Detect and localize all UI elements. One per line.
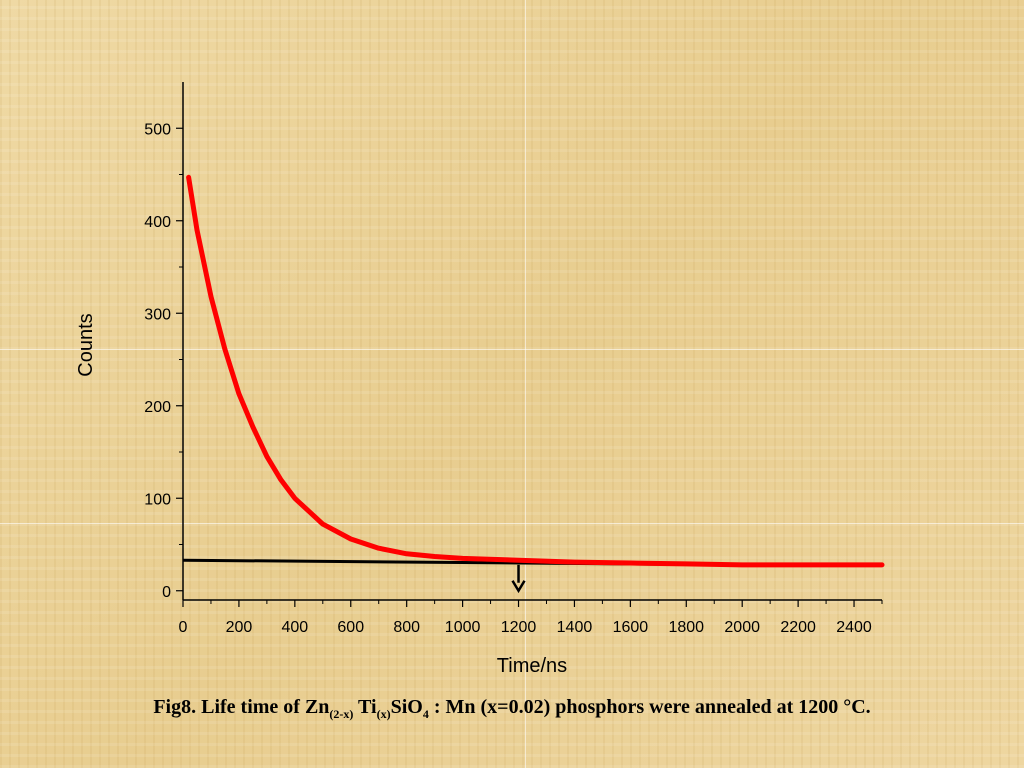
x-tick-label: 1800	[668, 619, 704, 636]
x-tick-label: 2400	[836, 619, 872, 636]
chart-series	[182, 174, 885, 594]
chart-axes	[182, 82, 882, 601]
caption-text: Fig8. Life time of Zn	[153, 696, 330, 718]
x-tick-label: 800	[393, 619, 420, 636]
figure-caption: Fig8. Life time of Zn(2-x) Ti(x)SiO4 : M…	[0, 696, 1024, 722]
background-tile-seam	[0, 523, 1024, 524]
y-tick-label: 200	[144, 399, 171, 416]
x-tick-label: 2000	[724, 619, 760, 636]
x-tick-label: 1600	[613, 619, 649, 636]
y-tick-label: 500	[144, 121, 171, 138]
decay-curve	[186, 174, 885, 568]
caption-text: Ti	[353, 696, 377, 718]
chart-ticks: 0 100 200 300 400 500 0 200 400 600 800 1000 1200 140…	[144, 121, 883, 636]
background-tile-seam	[525, 0, 526, 768]
caption-text: : Mn (x=0.02) phosphors were annealed at…	[428, 696, 871, 718]
x-tick-label: 200	[226, 619, 253, 636]
x-tick-label: 400	[281, 619, 308, 636]
x-tick-label: 1200	[501, 619, 537, 636]
x-tick-label: 1000	[445, 619, 481, 636]
y-tick-label: 100	[144, 491, 171, 508]
x-tick-label: 600	[337, 619, 364, 636]
x-tick-label: 1400	[557, 619, 593, 636]
x-tick-label: 0	[179, 619, 188, 636]
caption-text: SiO	[390, 696, 423, 718]
y-tick-label: 400	[144, 214, 171, 231]
y-tick-label: 300	[144, 306, 171, 323]
background-tile-seam	[0, 349, 1024, 350]
x-tick-label: 2200	[780, 619, 816, 636]
caption-subscript: 4	[422, 707, 429, 721]
caption-subscript: (x)	[376, 707, 391, 721]
y-tick-label: 0	[162, 584, 171, 601]
caption-subscript: (2-x)	[329, 707, 354, 721]
marker-arrow-head	[511, 580, 526, 594]
y-axis-label: Counts	[75, 313, 97, 376]
x-axis-label: Time/ns	[497, 655, 567, 677]
